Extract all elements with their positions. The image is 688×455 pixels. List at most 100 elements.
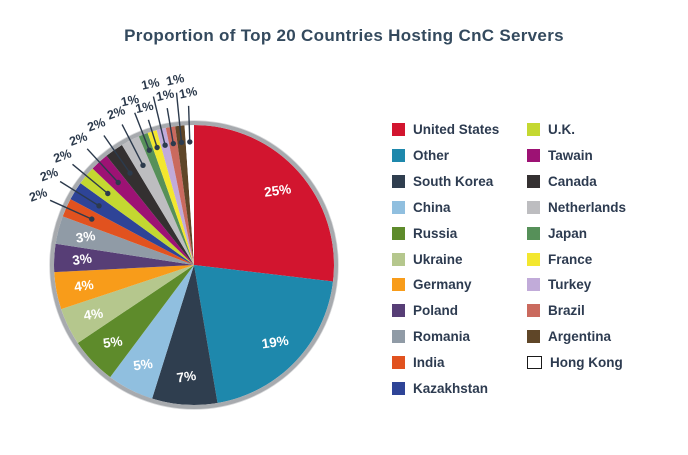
pie-slice-united-states [194,125,334,282]
leader-dot-brazil [170,140,176,147]
pie-slice-india [62,199,195,265]
legend-swatch-russia [392,226,405,240]
legend-label-brazil: Brazil [548,303,585,319]
pie-slice-kazakhstan [70,183,194,265]
legend-item-romania: Romania [392,324,527,350]
legend-swatch-china [392,200,405,214]
legend-label-tawain: Tawain [548,148,593,164]
legend-item-ukraine: Ukraine [392,246,527,272]
legend-swatch-germany [392,278,405,292]
legend-item-u-k: U.K. [527,117,626,143]
slice-value-label-kazakhstan: 2% [38,165,60,184]
legend-label-south-korea: South Korea [413,174,494,190]
pie-outer-ring [50,121,338,409]
legend-label-united-states: United States [413,122,500,138]
leader-line-argentina [175,92,183,143]
slice-value-label-brazil: 1% [155,87,176,104]
legend-item-netherlands: Netherlands [527,195,626,221]
legend-item-hong-kong: Hong Kong [527,350,626,376]
legend-item-kazakhstan: Kazakhstan [392,375,527,401]
legend-label-ukraine: Ukraine [413,251,463,267]
legend-swatch-hong-kong [527,356,542,370]
pie-slice-brazil [165,126,194,265]
legend-swatch-romania [392,330,405,344]
slice-value-label-russia: 5% [102,333,123,351]
legend-swatch-canada [527,175,540,189]
legend: United States Other South Korea China Russia… [392,117,626,401]
pie-slice-ukraine [61,265,195,344]
legend-item-other: Other [392,143,527,169]
slice-value-label-hong-kong: 1% [178,84,199,101]
leader-line-japan [134,112,150,151]
legend-swatch-united-states [392,123,405,137]
pie-slice-france [147,130,194,265]
legend-item-turkey: Turkey [527,272,626,298]
slice-value-label-canada: 2% [86,115,108,134]
legend-label-canada: Canada [548,174,597,190]
legend-swatch-tawain [527,149,540,163]
pie-slice-germany [54,265,195,310]
legend-label-france: France [548,251,593,267]
legend-swatch-brazil [527,304,540,318]
legend-swatch-japan [527,226,540,240]
legend-label-netherlands: Netherlands [548,199,627,215]
legend-swatch-turkey [527,278,540,292]
pie-slice-turkey [156,127,194,266]
slice-value-label-poland: 3% [71,251,92,269]
legend-swatch-france [527,252,540,266]
legend-swatch-india [392,356,405,370]
leader-line-hong-kong [187,105,191,142]
leader-line-u-k [72,163,109,195]
leader-dot-kazakhstan [96,203,102,209]
chart-title: Proportion of Top 20 Countries Hosting C… [124,26,564,45]
leader-line-india [49,199,93,220]
legend-item-japan: Japan [527,220,626,246]
legend-label-japan: Japan [548,225,588,241]
legend-label-romania: Romania [413,329,471,345]
slice-value-label-argentina: 1% [165,71,186,88]
leader-dot-hong-kong [187,139,193,145]
leader-line-tawain [86,148,119,183]
leader-line-canada [103,135,131,174]
legend-swatch-poland [392,304,405,318]
legend-label-kazakhstan: Kazakhstan [413,380,489,396]
pie-slice-south-korea [152,265,218,406]
legend-item-south-korea: South Korea [392,169,527,195]
leader-dot-argentina [178,139,185,146]
slice-value-label-germany: 4% [73,277,94,295]
leader-dot-turkey [162,142,168,148]
slice-value-label-china: 5% [132,356,153,374]
legend-label-poland: Poland [413,303,459,319]
legend-label-hong-kong: Hong Kong [550,355,623,371]
legend-item-france: France [527,246,626,272]
slice-value-label-u-k: 2% [52,146,74,165]
slice-value-label-turkey: 1% [140,75,161,92]
leader-dot-france [154,144,160,151]
slice-value-label-united-states: 25% [263,181,292,200]
legend-label-u-k: U.K. [548,122,575,138]
slice-value-label-romania: 3% [75,228,96,246]
slice-value-label-tawain: 2% [68,130,90,149]
pie-slice-argentina [175,125,194,265]
legend-label-germany: Germany [413,277,472,293]
pie-slice-other [194,265,334,404]
legend-swatch-ukraine [392,252,405,266]
legend-column-right: U.K. Tawain Canada Netherlands Japan France Tu… [527,117,626,401]
legend-label-other: Other [413,148,450,164]
leader-line-kazakhstan [59,180,100,207]
leader-line-brazil [166,107,174,144]
legend-swatch-netherlands [527,200,540,214]
legend-column-left: United States Other South Korea China Russia… [392,117,527,401]
legend-swatch-south-korea [392,175,405,189]
leader-dot-india [89,216,95,222]
leader-dot-canada [127,170,133,176]
pie-slice-china [110,265,194,399]
pie-slice-poland [53,243,194,273]
pie-slice-romania [55,216,194,265]
slice-value-label-ukraine: 4% [83,306,104,324]
legend-item-canada: Canada [527,169,626,195]
pie-slice-netherlands [121,136,194,265]
slice-value-label-south-korea: 7% [176,368,197,386]
legend-label-turkey: Turkey [548,277,592,293]
legend-item-russia: Russia [392,220,527,246]
